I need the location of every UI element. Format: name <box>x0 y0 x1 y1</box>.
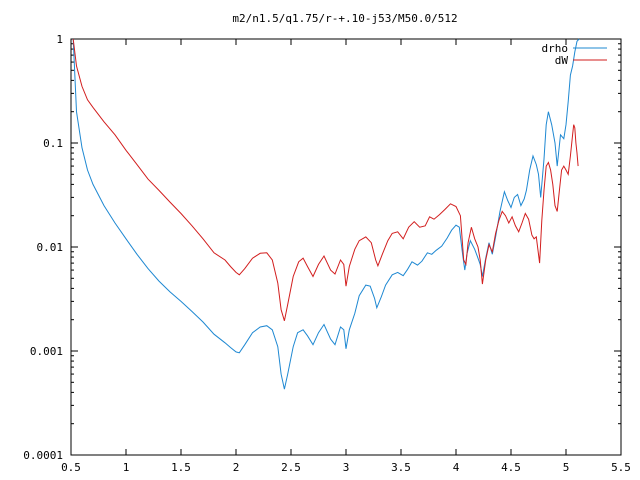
x-tick-label: 0.5 <box>61 461 81 474</box>
plot-border <box>70 38 622 456</box>
y-tick-label: 1 <box>56 33 63 46</box>
x-tick-label: 1 <box>123 461 130 474</box>
x-tick-label: 3.5 <box>391 461 411 474</box>
x-tick-label: 5.5 <box>611 461 631 474</box>
y-tick-label: 0.01 <box>37 241 64 254</box>
chart-title: m2/n1.5/q1.75/r-+.10-j53/M50.0/512 <box>232 12 457 25</box>
plot-frame <box>70 38 622 456</box>
y-tick-label: 0.001 <box>30 345 63 358</box>
x-tick-label: 3 <box>343 461 350 474</box>
x-tick-label: 5 <box>563 461 570 474</box>
x-tick-label: 2 <box>233 461 240 474</box>
x-tick-label: 1.5 <box>171 461 191 474</box>
series-group <box>72 38 580 390</box>
y-tick-label: 0.1 <box>43 137 63 150</box>
y-tick-label: 0.0001 <box>23 449 63 462</box>
x-tick-label: 4 <box>453 461 460 474</box>
series-line-drho <box>72 38 580 390</box>
series-line-dW <box>72 38 579 321</box>
x-tick-label: 2.5 <box>281 461 301 474</box>
legend-label-dW: dW <box>555 54 569 67</box>
legend-label-drho: drho <box>542 42 569 55</box>
x-axis: 0.5 1 1.5 2 2.5 3 3.5 4 4.5 5 5.5 <box>61 39 631 474</box>
y-axis: 0.0001 0.001 0.01 0.1 1 <box>23 33 621 462</box>
x-tick-label: 4.5 <box>501 461 521 474</box>
